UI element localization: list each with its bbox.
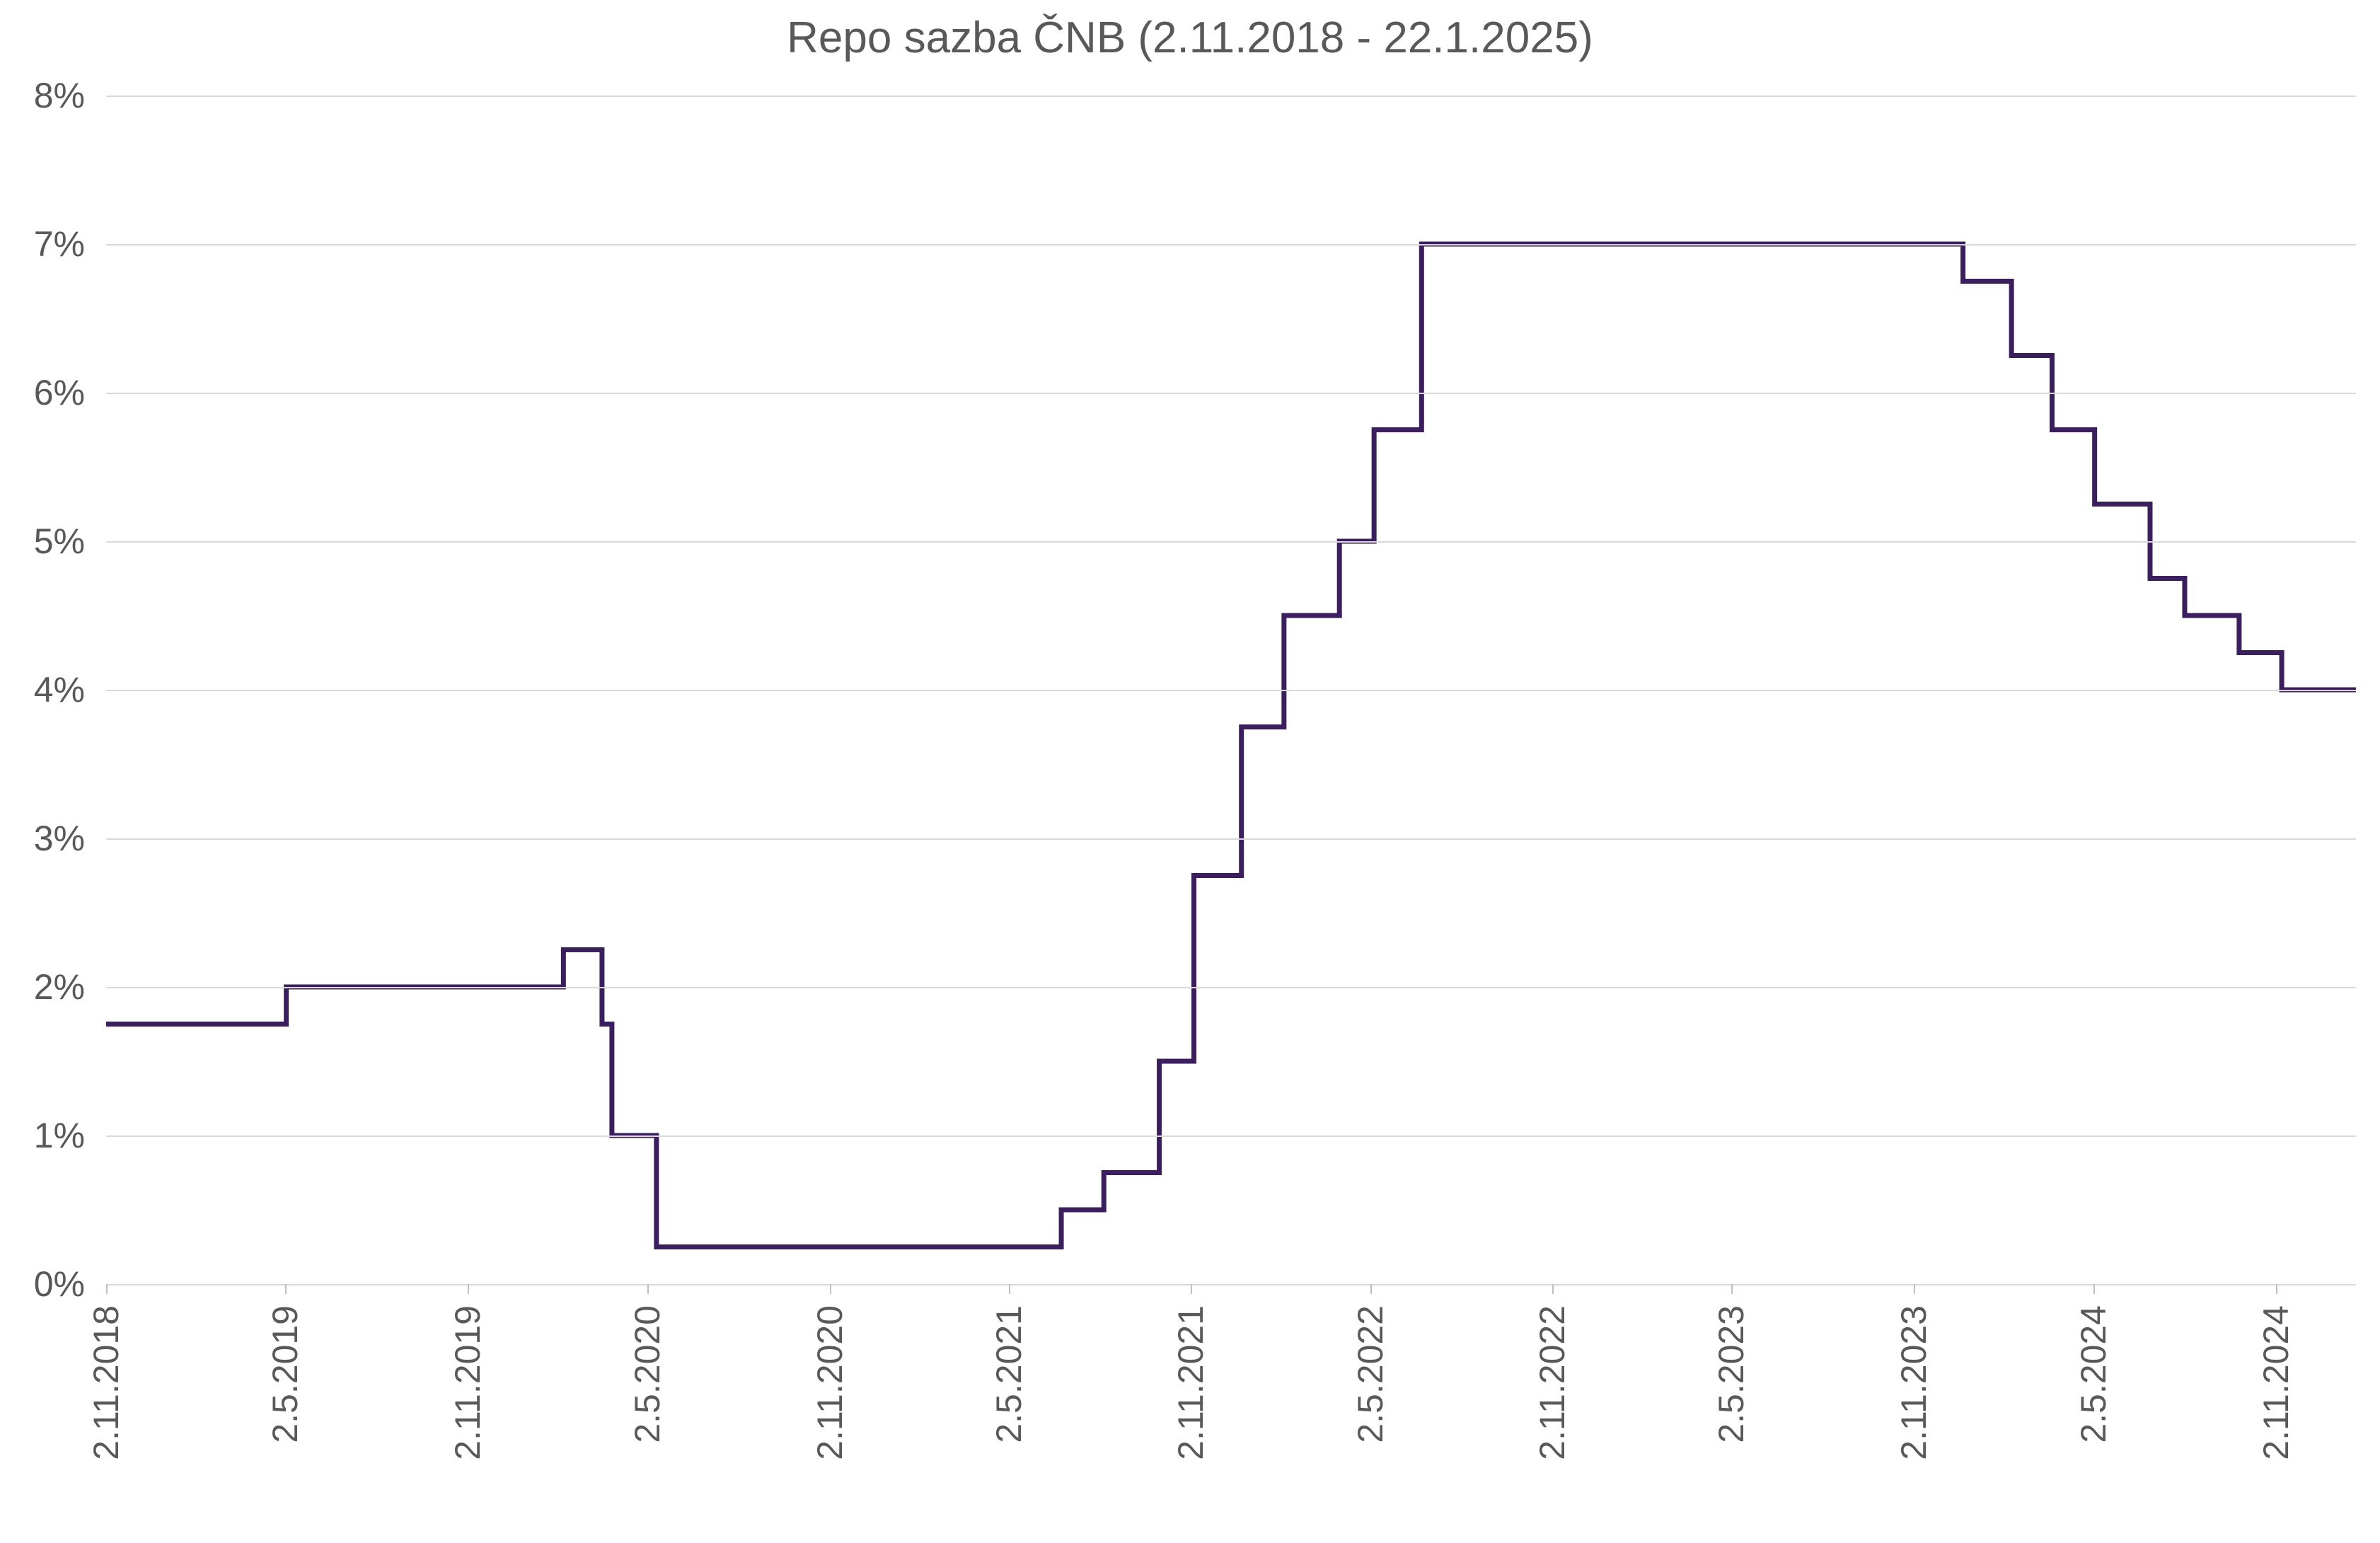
x-tick-label: 2.5.2021	[988, 1284, 1029, 1443]
y-gridline	[106, 1284, 2356, 1285]
y-gridline	[106, 838, 2356, 840]
chart-container: Repo sazba ČNB (2.11.2018 - 22.1.2025) 0…	[0, 0, 2380, 1543]
y-gridline	[106, 244, 2356, 245]
x-tick-label: 2.5.2020	[627, 1284, 668, 1443]
x-tick-label: 2.11.2020	[809, 1284, 850, 1460]
y-tick-label: 2%	[34, 966, 85, 1007]
step-line-path	[106, 244, 2356, 1247]
chart-title: Repo sazba ČNB (2.11.2018 - 22.1.2025)	[0, 13, 2380, 63]
y-gridline	[106, 96, 2356, 97]
y-gridline	[106, 987, 2356, 988]
x-tick-label: 2.5.2024	[2073, 1284, 2114, 1443]
y-tick-label: 0%	[34, 1264, 85, 1305]
x-tick-label: 2.11.2018	[86, 1284, 127, 1460]
x-tick-label: 2.11.2022	[1532, 1284, 1573, 1460]
y-tick-label: 4%	[34, 669, 85, 710]
y-tick-label: 1%	[34, 1115, 85, 1156]
y-tick-label: 8%	[34, 75, 85, 116]
y-gridline	[106, 1135, 2356, 1137]
x-tick-label: 2.11.2021	[1170, 1284, 1211, 1460]
y-tick-label: 5%	[34, 521, 85, 562]
y-tick-label: 3%	[34, 818, 85, 859]
x-tick-label: 2.5.2023	[1711, 1284, 1752, 1443]
y-gridline	[106, 393, 2356, 394]
y-gridline	[106, 690, 2356, 691]
y-gridline	[106, 541, 2356, 543]
x-tick-label: 2.5.2022	[1350, 1284, 1391, 1443]
x-tick-label: 2.11.2023	[1893, 1284, 1934, 1460]
x-tick-label: 2.11.2024	[2255, 1284, 2297, 1460]
plot-area: 0%1%2%3%4%5%6%7%8%2.11.20182.5.20192.11.…	[106, 96, 2356, 1284]
x-tick-label: 2.11.2019	[447, 1284, 488, 1460]
x-tick-label: 2.5.2019	[265, 1284, 306, 1443]
y-tick-label: 7%	[34, 224, 85, 265]
y-tick-label: 6%	[34, 372, 85, 413]
